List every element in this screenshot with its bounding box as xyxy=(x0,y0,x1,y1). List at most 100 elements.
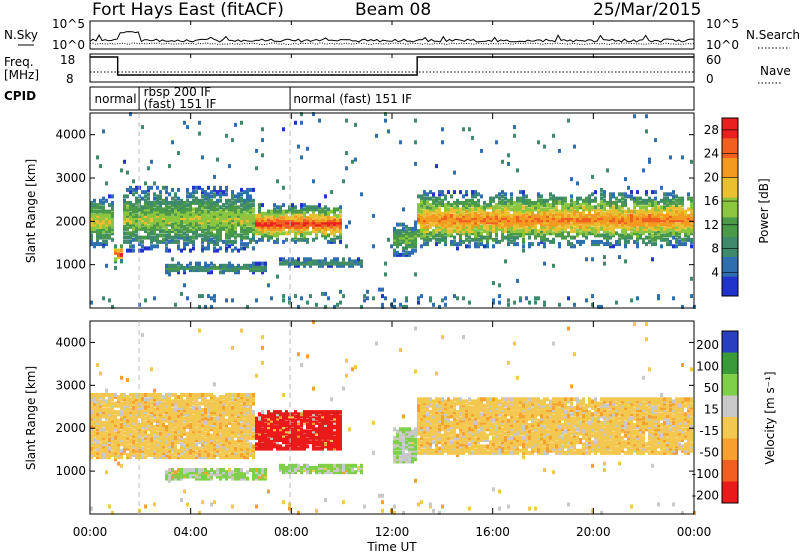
power-cell xyxy=(600,197,603,201)
power-ylabel: Slant Range [km] xyxy=(24,159,38,263)
power-cell xyxy=(171,223,174,227)
power-cell xyxy=(477,203,480,207)
power-cell xyxy=(270,216,273,220)
power-cell xyxy=(105,210,108,214)
velocity-cell xyxy=(114,432,117,436)
power-cell xyxy=(597,207,600,211)
power-cell xyxy=(417,233,420,237)
velocity-cell xyxy=(201,393,204,397)
power-cell xyxy=(522,205,525,209)
power-cell xyxy=(201,266,204,270)
power-cell xyxy=(168,210,171,214)
power-cell xyxy=(603,262,606,266)
velocity-cell xyxy=(246,408,249,412)
power-cell xyxy=(141,205,144,209)
power-cell xyxy=(420,194,423,198)
power-cell xyxy=(606,201,609,205)
power-cell xyxy=(189,262,192,266)
power-cell xyxy=(549,203,552,207)
power-cell xyxy=(462,212,465,216)
power-cell xyxy=(513,134,516,138)
power-cell xyxy=(573,210,576,214)
power-cell xyxy=(141,244,144,248)
power-cell xyxy=(558,197,561,201)
power-cell xyxy=(282,203,285,207)
power-cell xyxy=(639,216,642,220)
power-cell xyxy=(417,296,420,300)
power-cell xyxy=(186,207,189,211)
power-cell xyxy=(486,225,489,229)
power-cell xyxy=(201,210,204,214)
power-cell xyxy=(672,190,675,194)
power-cell xyxy=(585,214,588,218)
power-cell xyxy=(498,201,501,205)
power-cell xyxy=(645,129,648,133)
power-cell xyxy=(576,205,579,209)
power-cell xyxy=(639,197,642,201)
power-cell xyxy=(378,288,381,292)
power-cell xyxy=(234,240,237,244)
power-cell xyxy=(228,164,231,168)
power-cell xyxy=(537,229,540,233)
velocity-cell xyxy=(180,393,183,397)
power-cell xyxy=(432,214,435,218)
power-cell xyxy=(588,231,591,235)
velocity-cell xyxy=(168,393,171,397)
velocity-cell xyxy=(228,393,231,397)
power-cell xyxy=(582,240,585,244)
power-cell xyxy=(183,225,186,229)
power-cell xyxy=(195,207,198,211)
power-cell xyxy=(600,233,603,237)
power-cell xyxy=(645,190,648,194)
power-cell xyxy=(498,294,501,298)
power-cell xyxy=(381,288,384,292)
power-cell xyxy=(381,294,384,298)
power-cell xyxy=(558,227,561,231)
noise-right-tick-top: 10^5 xyxy=(706,17,739,31)
power-cell xyxy=(258,238,261,242)
power-cell xyxy=(651,207,654,211)
velocity-cell xyxy=(102,393,105,397)
power-cell xyxy=(195,197,198,201)
power-cell xyxy=(471,136,474,140)
power-cell xyxy=(165,186,168,190)
power-cell xyxy=(318,119,321,123)
power-cell xyxy=(192,246,195,250)
power-cell xyxy=(246,236,249,240)
power-cell xyxy=(345,225,348,229)
power-cell xyxy=(333,207,336,211)
power-colorbar-label-2: 20 xyxy=(704,170,719,184)
power-cell xyxy=(546,199,549,203)
power-cell xyxy=(123,194,126,198)
power-cell xyxy=(282,294,285,298)
power-cell xyxy=(240,192,243,196)
power-cell xyxy=(153,207,156,211)
power-cell xyxy=(420,244,423,248)
power-cell xyxy=(654,138,657,142)
power-cell xyxy=(186,264,189,268)
velocity-cell xyxy=(249,468,252,472)
power-cell xyxy=(342,294,345,298)
velocity-cell xyxy=(150,393,153,397)
velocity-cell xyxy=(96,432,99,436)
velocity-cell xyxy=(117,419,120,423)
freq-tick-bottom: 8 xyxy=(66,72,74,86)
power-cell xyxy=(573,145,576,149)
power-cell xyxy=(144,181,147,185)
power-cell xyxy=(669,240,672,244)
velocity-cell xyxy=(174,393,177,397)
power-cell xyxy=(648,158,651,162)
velocity-cell xyxy=(231,393,234,397)
power-cell xyxy=(552,194,555,198)
power-cell xyxy=(429,238,432,242)
power-cell xyxy=(636,296,639,300)
power-cell xyxy=(318,259,321,263)
power-cell xyxy=(513,301,516,305)
power-cell xyxy=(588,194,591,198)
velocity-cell xyxy=(150,402,153,406)
power-cell xyxy=(144,298,147,302)
power-cell xyxy=(606,210,609,214)
power-cell xyxy=(126,240,129,244)
velocity-cell xyxy=(156,440,159,444)
power-cell xyxy=(483,236,486,240)
